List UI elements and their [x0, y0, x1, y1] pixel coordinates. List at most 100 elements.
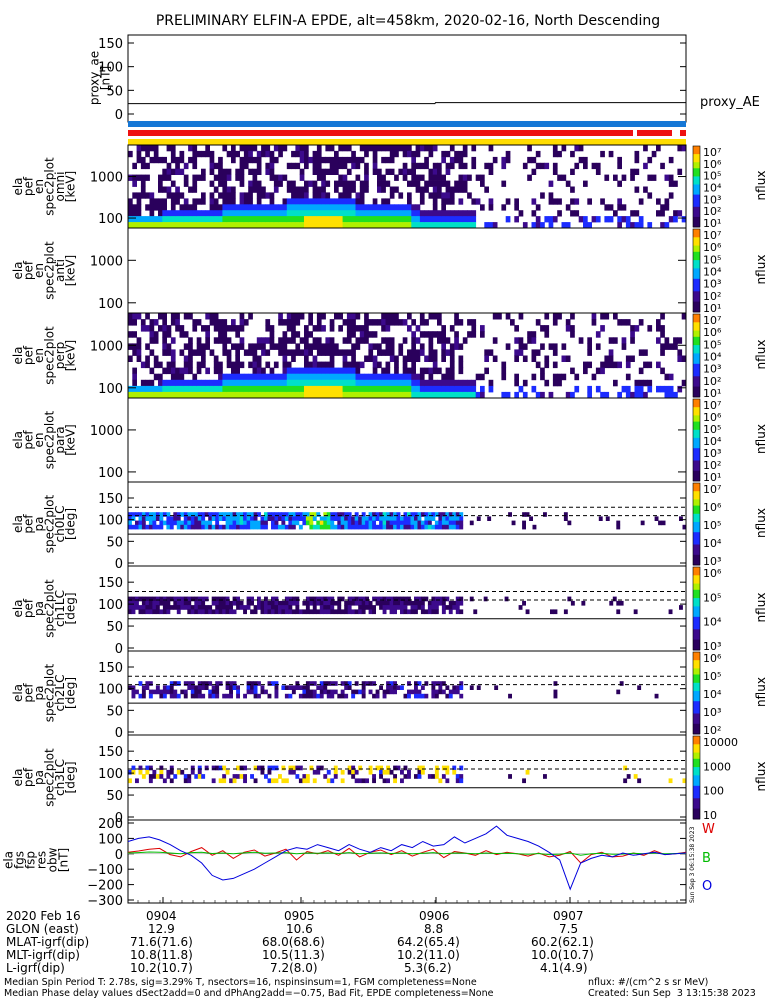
colorbar-cell — [693, 214, 700, 218]
spec-cell — [321, 313, 326, 320]
colorbar-cell — [693, 170, 700, 173]
spec-cell — [158, 222, 163, 229]
spec-cell — [552, 361, 558, 369]
spec-cell — [638, 349, 644, 356]
spec-cell — [302, 685, 307, 690]
spec-cell — [565, 222, 571, 229]
spec-cell — [355, 198, 361, 205]
spec-cell — [342, 361, 348, 369]
spec-cell — [424, 216, 429, 223]
spec-cell — [346, 379, 352, 387]
mlt-0: 10.8(11.8) — [130, 948, 193, 962]
spec-cell — [140, 319, 146, 326]
spec-cell — [346, 186, 352, 193]
y-label-line: pef — [21, 514, 35, 534]
spec-cell — [316, 204, 322, 211]
spec-cell — [389, 605, 394, 610]
colorbar-cell — [693, 458, 700, 461]
colorbar-cell — [693, 303, 700, 307]
spec-cell — [213, 186, 219, 193]
colorbar-cell — [693, 374, 700, 377]
colorbar-tick-label: 10¹ — [703, 387, 721, 400]
spec-cell — [295, 162, 301, 170]
colorbar-cell — [693, 676, 700, 680]
spec-cell — [394, 367, 399, 375]
y-tick-label: −300 — [87, 894, 123, 909]
spec-cell — [215, 609, 220, 615]
spec-cell — [169, 693, 174, 699]
spec-cell — [201, 685, 206, 690]
spec-cell — [634, 150, 640, 158]
spec-cell — [128, 685, 132, 690]
spec-cell — [467, 216, 472, 223]
spec-cell — [278, 379, 283, 387]
spec-cell — [372, 156, 378, 164]
spec-cell — [155, 689, 160, 695]
spec-cell — [132, 331, 137, 338]
spec-cell — [162, 168, 167, 175]
spec-cell — [286, 216, 292, 223]
spec-cell — [281, 765, 286, 771]
spec-cell — [441, 156, 446, 164]
spec-cell — [273, 210, 279, 217]
colorbar-cell — [693, 409, 700, 412]
spec-cell — [552, 349, 558, 356]
spec-cell — [235, 355, 240, 362]
spec-cell — [256, 385, 262, 393]
spec-cell — [441, 373, 446, 381]
spec-cell — [192, 222, 198, 229]
spec-cell — [222, 774, 227, 779]
spec-cell — [197, 596, 202, 602]
spec-cell — [351, 391, 356, 399]
spec-cell — [411, 162, 416, 170]
lval-1: 7.2(8.0) — [270, 961, 318, 975]
spec-cell — [351, 343, 356, 350]
spec-cell — [211, 689, 216, 695]
spec-cell — [410, 516, 415, 521]
spec-cell — [218, 162, 223, 170]
spec-cell — [261, 210, 266, 217]
spec-cell — [166, 596, 171, 602]
colorbar-tick-label: 10⁵ — [703, 591, 721, 604]
spec-cell — [211, 609, 216, 615]
spec-cell — [265, 349, 271, 356]
spec-cell — [225, 600, 230, 606]
spec-cell — [372, 778, 376, 784]
spec-cell — [149, 331, 155, 338]
spec-cell — [428, 349, 434, 356]
spec-cell — [411, 343, 416, 350]
colorbar-cell — [693, 579, 700, 583]
spec-cell — [175, 198, 180, 205]
spec-cell — [379, 600, 383, 606]
spec-cell — [213, 385, 219, 393]
spec-cell — [253, 524, 258, 530]
spec-cell — [347, 596, 352, 602]
spec-cell — [505, 313, 511, 320]
spec-cell — [226, 361, 232, 369]
spec-cell — [359, 216, 365, 223]
spec-cell — [274, 778, 279, 784]
colorbar-frame — [692, 145, 701, 228]
spec-cell — [323, 609, 328, 615]
spec-cell — [136, 145, 142, 152]
spec-cell — [213, 391, 219, 399]
spec-cell — [145, 361, 150, 369]
spec-cell — [325, 343, 331, 350]
colorbar-tick-label: 10⁵ — [703, 253, 721, 266]
spec-cell — [138, 520, 143, 526]
spec-cell — [141, 774, 146, 779]
colorbar-cell — [693, 295, 700, 298]
spec-cell — [162, 174, 167, 181]
y-label-line: ela — [11, 177, 25, 195]
spec-cell — [312, 373, 318, 381]
spec-cell — [269, 331, 275, 338]
spec-cell — [505, 150, 511, 158]
spec-cell — [188, 391, 193, 399]
spec-cell — [393, 605, 397, 610]
spec-cell — [428, 150, 434, 158]
spec-cell — [372, 210, 378, 217]
spec-cell — [617, 198, 622, 205]
spec-cell — [403, 609, 408, 615]
